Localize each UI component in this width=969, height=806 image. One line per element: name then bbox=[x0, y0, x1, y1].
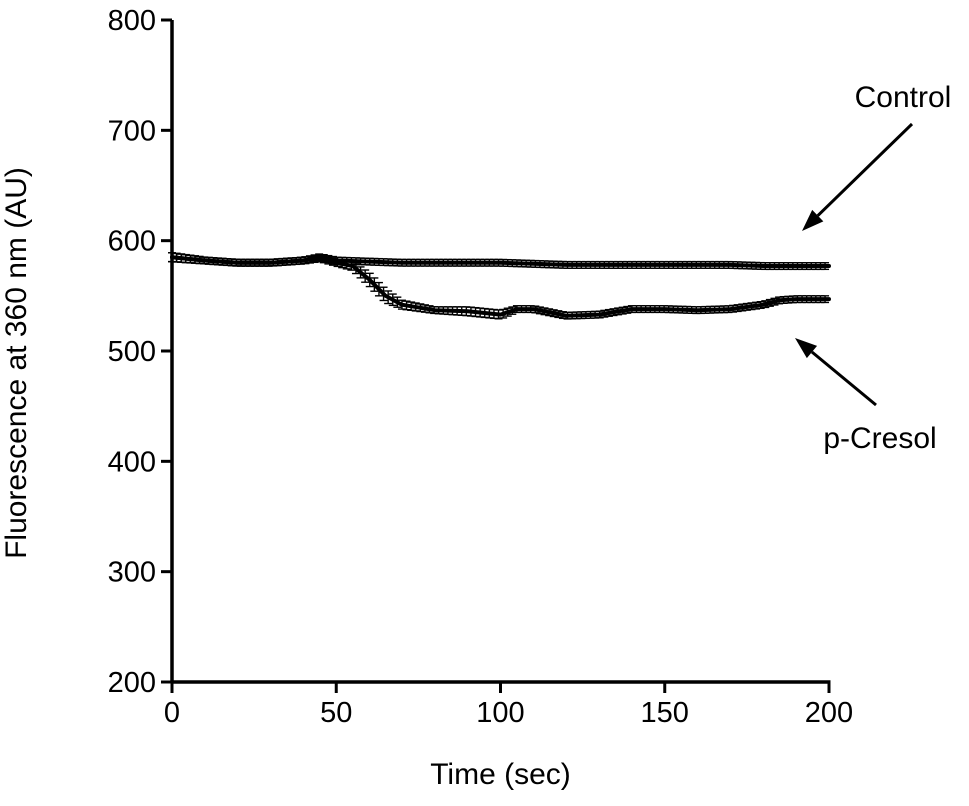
y-ticks: 200 300 400 500 600 700 800 bbox=[108, 5, 172, 699]
data-point-p-cresol bbox=[499, 313, 502, 317]
data-point-control bbox=[696, 263, 700, 267]
data-point-control bbox=[499, 261, 502, 265]
data-point-p-cresol bbox=[728, 307, 732, 311]
y-tick-label: 200 bbox=[108, 667, 156, 699]
data-point-p-cresol bbox=[761, 303, 765, 307]
data-point-control bbox=[400, 261, 404, 265]
series-layer bbox=[168, 252, 831, 320]
data-point-p-cresol bbox=[597, 313, 601, 317]
data-point-p-cresol bbox=[548, 310, 552, 314]
annotation-control-arrow-head bbox=[802, 209, 824, 231]
data-point-p-cresol bbox=[334, 261, 338, 265]
y-tick-label: 700 bbox=[108, 115, 156, 147]
data-point-p-cresol bbox=[630, 307, 634, 311]
annotation-control: Control bbox=[802, 81, 951, 231]
data-point-p-cresol bbox=[466, 309, 470, 313]
data-point-p-cresol bbox=[696, 308, 700, 312]
data-point-p-cresol bbox=[663, 307, 667, 311]
data-point-p-cresol bbox=[794, 297, 798, 301]
y-tick-label: 300 bbox=[108, 557, 156, 589]
data-point-control bbox=[531, 262, 535, 266]
data-point-control bbox=[761, 264, 765, 268]
data-point-control bbox=[663, 263, 667, 267]
data-point-control bbox=[367, 260, 371, 264]
data-point-p-cresol bbox=[433, 308, 437, 312]
annotation-p-cresol-label: p-Cresol bbox=[823, 422, 936, 455]
data-point-control bbox=[827, 264, 831, 268]
annotation-control-label: Control bbox=[855, 81, 952, 114]
data-point-p-cresol bbox=[170, 255, 174, 259]
data-point-control bbox=[433, 261, 437, 265]
data-point-p-cresol bbox=[564, 314, 568, 318]
data-point-control bbox=[794, 264, 798, 268]
annotation-p-cresol-arrow-head bbox=[795, 338, 818, 359]
data-point-control bbox=[630, 263, 634, 267]
data-point-p-cresol bbox=[531, 307, 535, 311]
y-tick-label: 600 bbox=[108, 226, 156, 258]
x-tick-label: 100 bbox=[476, 697, 524, 729]
data-point-p-cresol bbox=[384, 294, 388, 298]
data-point-p-cresol bbox=[351, 264, 355, 268]
annotation-p-cresol-arrow-line bbox=[810, 350, 877, 407]
data-point-p-cresol bbox=[236, 261, 240, 265]
data-point-control bbox=[597, 263, 601, 267]
x-tick-label: 200 bbox=[805, 697, 853, 729]
x-ticks: 0 50 100 150 200 bbox=[164, 682, 853, 729]
y-axis-title: Fluorescence at 360 nm (AU) bbox=[0, 167, 33, 559]
annotation-control-arrow-line bbox=[816, 122, 914, 217]
data-point-p-cresol bbox=[269, 261, 273, 265]
series-p-cresol bbox=[168, 252, 831, 320]
data-point-p-cresol bbox=[400, 303, 404, 307]
x-tick-label: 50 bbox=[320, 697, 352, 729]
data-point-p-cresol bbox=[203, 259, 207, 263]
data-point-p-cresol bbox=[367, 277, 371, 281]
data-point-p-cresol bbox=[301, 259, 305, 263]
x-tick-label: 0 bbox=[164, 697, 180, 729]
data-point-p-cresol bbox=[318, 256, 322, 260]
data-point-control bbox=[728, 263, 732, 267]
y-tick-label: 400 bbox=[108, 446, 156, 478]
data-point-p-cresol bbox=[827, 297, 831, 301]
x-tick-label: 150 bbox=[641, 697, 689, 729]
y-tick-label: 800 bbox=[108, 5, 156, 37]
axes bbox=[170, 20, 831, 684]
data-point-control bbox=[466, 261, 470, 265]
data-point-p-cresol bbox=[515, 307, 519, 311]
x-axis-title: Time (sec) bbox=[430, 758, 571, 791]
annotation-p-cresol: p-Cresol bbox=[795, 338, 937, 455]
data-point-p-cresol bbox=[778, 298, 782, 302]
y-tick-label: 500 bbox=[108, 336, 156, 368]
data-point-control bbox=[564, 263, 568, 267]
